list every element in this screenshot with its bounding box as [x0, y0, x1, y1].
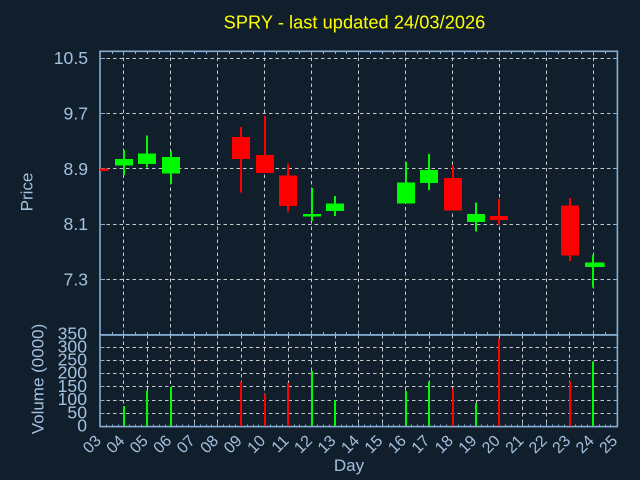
svg-text:8.9: 8.9 [64, 159, 88, 179]
svg-text:8.1: 8.1 [64, 214, 88, 234]
svg-text:300: 300 [58, 336, 88, 356]
svg-text:50: 50 [67, 402, 87, 422]
svg-text:200: 200 [58, 363, 88, 383]
svg-text:350: 350 [58, 323, 88, 343]
svg-text:SPRY - last updated 24/03/2026: SPRY - last updated 24/03/2026 [224, 13, 486, 33]
svg-text:7.3: 7.3 [64, 269, 89, 289]
svg-text:10.5: 10.5 [54, 48, 88, 68]
svg-text:100: 100 [58, 389, 88, 409]
svg-text:0: 0 [77, 416, 87, 436]
svg-text:250: 250 [58, 350, 88, 370]
svg-text:9.7: 9.7 [64, 103, 88, 123]
svg-text:Day: Day [334, 456, 365, 475]
svg-text:150: 150 [58, 376, 88, 396]
svg-text:Price: Price [18, 173, 37, 212]
svg-text:Volume (0000): Volume (0000) [29, 324, 48, 435]
